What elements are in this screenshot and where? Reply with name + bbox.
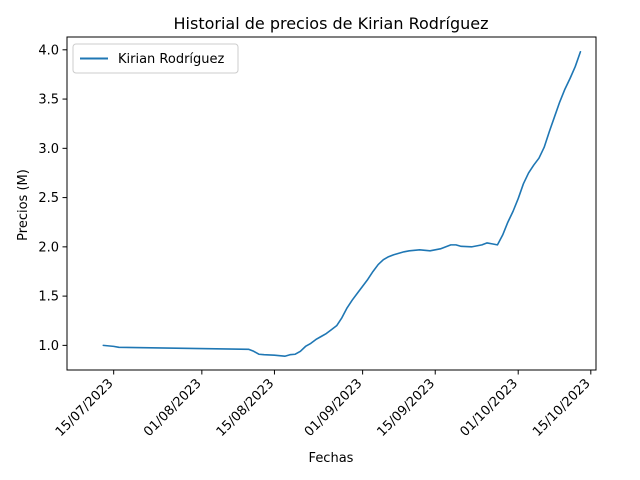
y-tick-label: 2.5 — [38, 191, 59, 206]
y-tick-label: 1.5 — [38, 290, 59, 305]
y-tick-label: 3.5 — [38, 93, 59, 108]
plot-area — [66, 36, 597, 371]
series-line-0 — [102, 50, 582, 358]
y-axis: 1.0 1.5 2.0 2.5 3.0 3.5 4.0 — [38, 43, 67, 354]
y-tick-label: 3.0 — [38, 142, 59, 157]
legend: Kirian Rodríguez — [72, 43, 239, 74]
legend-label: Kirian Rodríguez — [118, 52, 225, 67]
plot-frame — [66, 36, 597, 371]
y-tick-label: 1.0 — [38, 339, 59, 354]
y-tick-label: 2.0 — [38, 240, 59, 255]
y-axis-label: Precios (M) — [16, 169, 31, 241]
y-tick-label: 4.0 — [38, 43, 59, 58]
chart-title: Historial de precios de Kirian Rodríguez — [174, 14, 489, 33]
legend-box — [72, 43, 239, 74]
x-axis-label: Fechas — [309, 451, 354, 466]
